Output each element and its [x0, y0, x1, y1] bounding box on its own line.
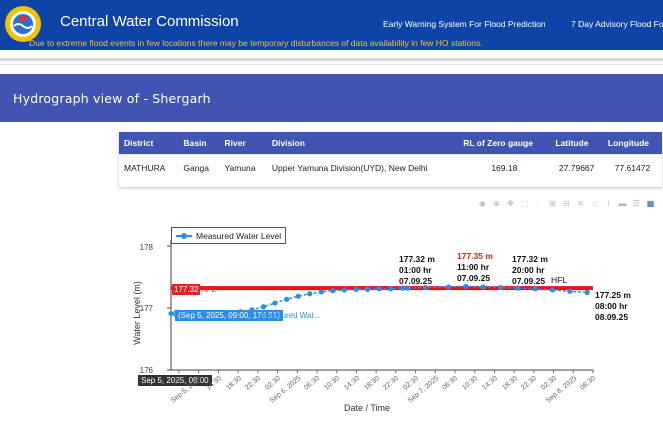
annotation-level: 177.25 m	[595, 290, 631, 300]
camera-icon[interactable]: ◉	[479, 199, 486, 208]
cwc-logo-icon	[5, 6, 41, 42]
data-point	[364, 286, 371, 292]
box-select-icon[interactable]: ⬚	[520, 199, 529, 208]
header-divider	[0, 58, 663, 61]
legend-label: Measured Water Level	[196, 230, 282, 241]
hydrograph-chart[interactable]: ◉ ⊕ ✥ ⬚ ◌ ⊞ ⊟ ✕ ⌂ ⌇ ▬ ☰ ▦ Measured Water…	[119, 194, 663, 435]
zoom-icon[interactable]: ⊕	[493, 199, 500, 208]
annotation-date: 07.09.25	[399, 276, 433, 286]
page-title: Hydrograph view of - Shergarh	[13, 91, 211, 106]
data-point	[168, 310, 174, 317]
annotation-2: 177.35 m 11:00 hr 07.09.25	[457, 251, 493, 284]
hover-series-label: Measured Wat...	[262, 311, 321, 320]
chart-legend[interactable]: Measured Water Level	[171, 227, 287, 244]
data-point	[532, 286, 538, 292]
annotation-3: 177.32 m 20:00 hr 07.09.25	[512, 254, 548, 287]
annotation-date: 08.09.25	[595, 312, 629, 322]
table-cell-latitude: 27.79667	[550, 154, 603, 180]
data-point	[376, 286, 382, 292]
hover-point-tag: (Sep 5, 2025, 09:00, 176.91)	[175, 310, 283, 321]
data-point	[341, 287, 348, 293]
column-header: River	[219, 132, 267, 155]
annotation-level: 177.32 m	[399, 254, 435, 264]
lasso-select-icon[interactable]: ◌	[536, 199, 541, 208]
table-cell-rl-zero-gauge: 169.18	[458, 154, 551, 180]
page-title-band: Hydrograph view of - Shergarh	[0, 74, 663, 122]
top-header: Central Water Commission Early Warning S…	[0, 0, 663, 50]
station-info-card: District Basin River Division RL of Zero…	[119, 132, 662, 187]
y-tick-label: 176	[139, 366, 153, 375]
annotation-time: 20:00 hr	[512, 265, 545, 275]
zoom-out-icon[interactable]: ⊟	[563, 199, 570, 208]
data-point	[584, 289, 590, 296]
annotation-4: 177.25 m 08:00 hr 08.09.25	[595, 290, 631, 323]
data-point	[318, 289, 324, 295]
data-point	[549, 287, 556, 293]
table-cell-longitude: 77.61472	[602, 154, 662, 180]
column-header: Latitude	[550, 132, 603, 155]
data-point	[515, 285, 521, 291]
data-point	[399, 285, 405, 291]
x-axis-title: Date / Time	[344, 403, 391, 413]
table-header-row: District Basin River Division RL of Zero…	[119, 132, 662, 155]
data-point	[405, 285, 411, 291]
data-point	[284, 296, 290, 302]
annotation-time: 11:00 hr	[457, 262, 490, 272]
y-tick-label: 178	[139, 243, 153, 252]
nav-link-early-warning[interactable]: Early Warning System For Flood Predictio…	[383, 19, 546, 29]
column-header: RL of Zero gauge	[458, 132, 551, 155]
pan-icon[interactable]: ✥	[507, 199, 514, 208]
data-point	[260, 304, 267, 310]
data-point	[330, 288, 336, 294]
column-header: Division	[266, 132, 459, 155]
data-point	[353, 286, 359, 292]
nav-link-7-day-advisory[interactable]: 7 Day Advisory Flood Fo	[571, 19, 663, 29]
hfl-value-tag: 177.32	[172, 284, 201, 295]
notice-marquee: Due to extreme flood events in few locat…	[29, 38, 483, 48]
autoscale-icon[interactable]: ✕	[577, 199, 584, 208]
y-axis-title: Water Level (m)	[131, 281, 142, 345]
data-point	[497, 284, 504, 291]
annotation-level: 177.35 m	[457, 251, 493, 261]
hfl-tag-label: HFL	[201, 285, 217, 294]
zoom-in-icon[interactable]: ⊞	[549, 199, 556, 208]
annotation-level: 177.32 m	[512, 254, 548, 264]
column-header: Basin	[178, 132, 220, 155]
annotation-time: 08:00 hr	[595, 301, 628, 311]
table-row: MATHURA Ganga Yamuna Upper Yamuna Divisi…	[119, 154, 662, 180]
data-point	[567, 288, 573, 294]
annotation-date: 07.09.25	[457, 273, 491, 283]
hover-compare-icon[interactable]: ☰	[632, 199, 641, 208]
table-cell-basin: Ganga	[178, 154, 220, 180]
data-point	[480, 284, 486, 290]
spike-lines-icon[interactable]: ⌇	[606, 199, 611, 208]
column-header: Longitude	[602, 132, 662, 155]
table-cell-division: Upper Yamuna Division(UYD), New Delhi	[266, 154, 459, 180]
annotation-date: 07.09.25	[512, 276, 546, 286]
data-point	[307, 291, 313, 297]
data-point	[445, 284, 452, 290]
annotation-time: 01:00 hr	[399, 265, 432, 275]
table-cell-river: Yamuna	[219, 154, 267, 180]
y-tick-label: 177	[139, 304, 153, 313]
hover-closest-icon[interactable]: ▬	[618, 199, 627, 208]
data-point	[388, 286, 394, 292]
x-hover-tag: Sep 5, 2025, 08:00	[138, 375, 212, 386]
data-point	[272, 300, 278, 306]
station-info-table: District Basin River Division RL of Zero…	[119, 132, 662, 180]
column-header: District	[119, 132, 179, 155]
plotly-logo-icon[interactable]: ▦	[646, 199, 655, 208]
annotation-1: 177.32 m 01:00 hr 07.09.25	[399, 254, 435, 287]
legend-swatch-icon	[176, 232, 192, 239]
data-point	[463, 283, 469, 289]
data-point	[422, 284, 428, 291]
data-point	[295, 293, 301, 299]
chart-modebar: ◉ ⊕ ✥ ⬚ ◌ ⊞ ⊟ ✕ ⌂ ⌇ ▬ ☰ ▦	[478, 199, 655, 208]
header-divider-thin	[0, 64, 663, 65]
reset-axes-icon[interactable]: ⌂	[592, 199, 597, 208]
hfl-line-label: HFL	[551, 275, 568, 285]
app-title: Central Water Commission	[60, 13, 239, 30]
table-cell-district: MATHURA	[119, 154, 179, 180]
